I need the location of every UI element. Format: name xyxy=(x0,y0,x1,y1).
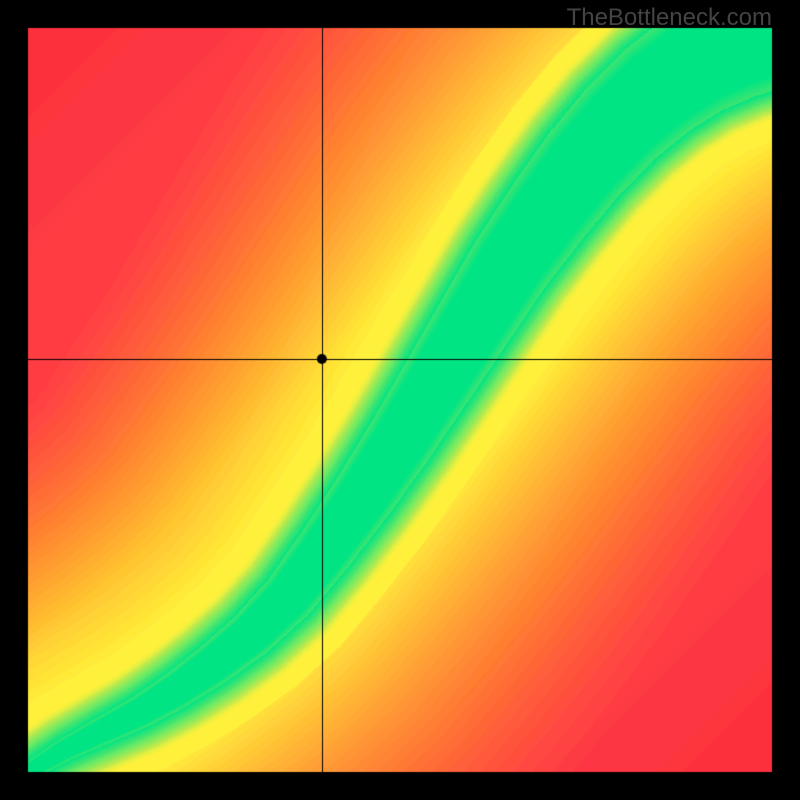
watermark-text: TheBottleneck.com xyxy=(567,4,772,32)
bottleneck-heatmap xyxy=(0,0,800,800)
